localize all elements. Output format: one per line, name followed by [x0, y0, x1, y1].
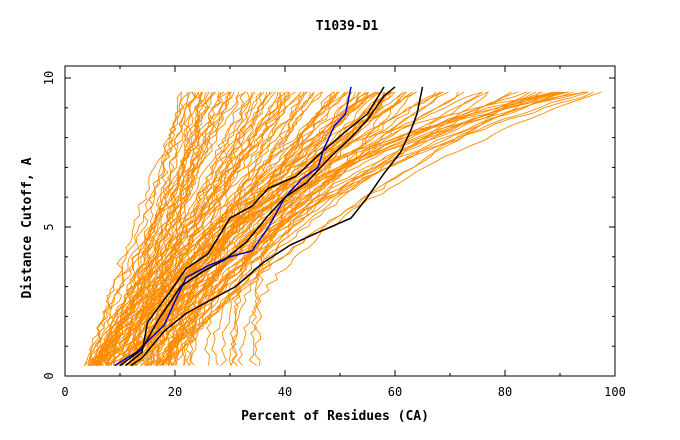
model-curve-112 [155, 91, 442, 366]
x-axis-label: Percent of Residues (CA) [241, 409, 429, 424]
x-tick-label-20: 20 [168, 385, 182, 399]
highlight-series-0 [114, 86, 352, 367]
model-curve-114 [156, 91, 445, 366]
axis-ticks: 0 20 40 60 80 100 0 5 10 [42, 66, 626, 399]
model-curve-123 [253, 91, 555, 366]
model-curve-54 [97, 91, 346, 366]
y-tick-label-0: 0 [42, 372, 56, 379]
highlight-series-2 [125, 86, 385, 367]
background-model-curves [83, 91, 602, 367]
model-curve-122 [230, 91, 564, 366]
model-curve-66 [100, 91, 276, 366]
model-curve-73 [98, 91, 247, 366]
model-curve-118 [220, 91, 589, 366]
y-axis-label: Distance Cutoff, A [20, 157, 35, 298]
model-curve-19 [90, 91, 191, 366]
model-curve-84 [131, 91, 283, 366]
model-curve-81 [122, 91, 202, 366]
highlight-series-3 [130, 86, 424, 367]
chart-title: T1039-D1 [316, 19, 379, 34]
model-curve-91 [96, 91, 302, 366]
highlight-series-1 [119, 86, 396, 367]
y-tick-label-5: 5 [42, 223, 56, 230]
model-curve-90 [162, 91, 206, 366]
model-curve-93 [109, 91, 279, 366]
y-tick-label-10: 10 [42, 71, 56, 85]
model-curve-129 [211, 91, 574, 366]
model-curve-119 [167, 91, 569, 366]
model-curve-56 [83, 91, 225, 366]
model-curve-115 [185, 91, 449, 366]
model-curve-46 [87, 91, 323, 366]
highlighted-model-curves [114, 86, 424, 367]
model-curve-82 [111, 91, 246, 366]
model-curve-70 [94, 91, 273, 366]
model-curve-87 [88, 91, 235, 366]
model-curve-83 [95, 91, 414, 366]
model-curve-5 [94, 91, 215, 366]
x-tick-label-80: 80 [498, 385, 512, 399]
model-curve-75 [93, 91, 191, 366]
model-curve-69 [155, 91, 195, 366]
x-tick-label-40: 40 [278, 385, 292, 399]
model-curve-108 [185, 91, 418, 366]
model-curve-102 [168, 91, 459, 366]
model-curve-94 [162, 91, 252, 366]
x-tick-label-60: 60 [388, 385, 402, 399]
model-curve-117 [228, 91, 558, 366]
model-curve-125 [230, 91, 558, 366]
model-curve-128 [188, 91, 561, 366]
model-curve-86 [98, 91, 360, 366]
model-curve-92 [87, 91, 200, 366]
model-curve-127 [204, 91, 569, 366]
model-curve-45 [91, 91, 377, 366]
x-tick-label-100: 100 [604, 385, 626, 399]
model-curve-116 [132, 91, 383, 366]
x-tick-label-0: 0 [61, 385, 68, 399]
model-curve-130 [171, 91, 594, 366]
model-curve-121 [168, 91, 587, 366]
model-curve-60 [97, 91, 315, 366]
model-curve-79 [90, 91, 379, 366]
model-curve-62 [130, 91, 201, 366]
model-curve-120 [171, 91, 563, 366]
model-curve-124 [248, 91, 585, 366]
